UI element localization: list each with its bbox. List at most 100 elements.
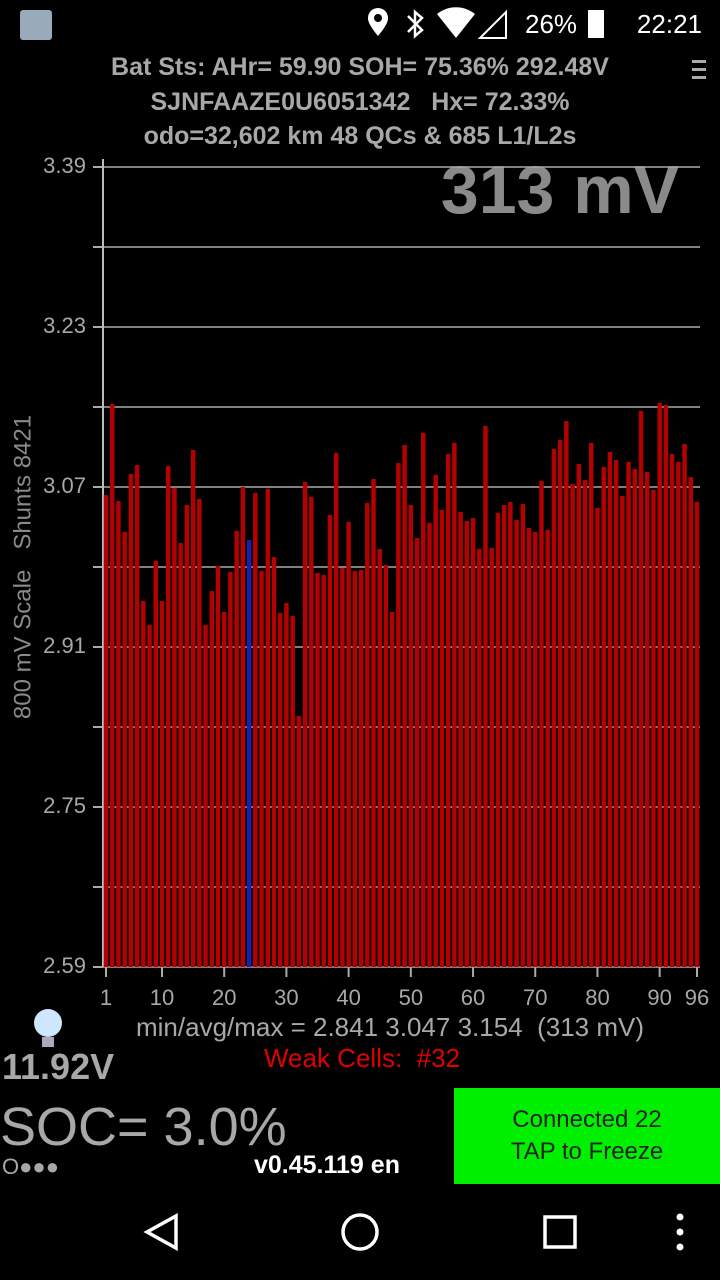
bar: [371, 479, 376, 967]
bar: [178, 543, 183, 967]
bar: [302, 482, 308, 967]
bar: [657, 403, 662, 967]
bar: [103, 495, 109, 967]
button-line: TAP to Freeze: [510, 1138, 664, 1165]
battery-percent: 26%: [525, 9, 577, 39]
bar: [433, 475, 438, 967]
bar: [358, 570, 364, 967]
weak-cells: Weak Cells: #32: [263, 1043, 461, 1073]
bar: [209, 591, 214, 967]
battery-icon: [588, 10, 604, 38]
bar: [626, 462, 631, 967]
bar: [514, 520, 519, 967]
overflow-button[interactable]: [676, 1213, 684, 1251]
home-button[interactable]: [341, 1213, 379, 1251]
bar: [184, 505, 190, 967]
bar: [613, 460, 619, 967]
bar: [153, 561, 159, 967]
x-tick-label: 1: [100, 985, 112, 1010]
bar: [551, 449, 557, 967]
bar: [352, 571, 358, 967]
bar: [315, 573, 320, 967]
y-tick-label: 3.23: [43, 313, 86, 338]
bar: [290, 616, 295, 967]
recents-button[interactable]: [543, 1215, 577, 1249]
y-tick-label: 3.07: [43, 473, 86, 498]
bar: [545, 530, 550, 967]
bar: [365, 503, 370, 967]
wifi-icon: [437, 7, 475, 39]
bar: [452, 443, 457, 967]
bar: [402, 445, 407, 967]
bar: [445, 454, 451, 967]
status-bar: 26% 22:21: [0, 0, 720, 50]
x-tick-label: 96: [685, 985, 709, 1010]
chart: 313 mV 800 mV Scale Shunts 8421 2.59 2.75…: [9, 152, 709, 1010]
header-line: odo=32,602 km 48 QCs & 685 L1/L2s: [143, 122, 577, 150]
range-annotation: 313 mV: [441, 152, 679, 228]
y-tick-label: 2.59: [43, 953, 86, 978]
bar: [595, 508, 600, 967]
bar: [470, 518, 476, 967]
bar: [271, 557, 277, 967]
bar: [601, 467, 606, 967]
bar: [221, 612, 227, 967]
bar: [564, 421, 569, 967]
y-tick-label: 3.39: [43, 153, 86, 178]
bar: [333, 453, 339, 967]
x-tick-label: 20: [212, 985, 236, 1010]
bar: [483, 426, 488, 967]
x-tick-label: 80: [585, 985, 609, 1010]
bar: [321, 575, 326, 967]
bar: [246, 540, 252, 967]
bar: [284, 603, 289, 967]
x-tick-label: 10: [150, 985, 174, 1010]
bar: [346, 522, 351, 967]
bar: [383, 565, 389, 967]
x-tick-label: 60: [461, 985, 485, 1010]
bar: [669, 454, 675, 967]
bar: [147, 625, 152, 967]
bar: [128, 474, 134, 967]
x-tick-label: 90: [647, 985, 671, 1010]
bulb-icon: [34, 1009, 62, 1047]
x-tick-label: 40: [336, 985, 360, 1010]
back-button[interactable]: [143, 1213, 178, 1251]
header-line: Bat Sts: AHr= 59.90 SOH= 75.36% 292.48V: [111, 53, 609, 81]
bar: [589, 443, 594, 967]
soc: SOC= 3.0%: [0, 1097, 287, 1157]
progress-dots: O●●●: [2, 1154, 59, 1179]
bar: [259, 571, 264, 967]
aux-voltage: 11.92V: [2, 1046, 115, 1087]
connect-button[interactable]: Connected 22 TAP to Freeze: [454, 1088, 720, 1184]
bar: [141, 601, 146, 967]
y-axis-title: 800 mV Scale Shunts 8421: [9, 415, 36, 719]
bar: [116, 501, 121, 967]
bar: [253, 493, 258, 967]
bar: [526, 528, 532, 967]
bar: [489, 548, 494, 967]
bar: [377, 549, 382, 967]
bar: [439, 510, 445, 967]
bar: [682, 444, 687, 967]
bar: [638, 411, 644, 967]
y-tick-label: 2.75: [43, 793, 86, 818]
menu-icon[interactable]: [690, 58, 710, 82]
stats: min/avg/max = 2.841 3.047 3.154 (313 mV): [135, 1012, 644, 1042]
bar: [582, 480, 588, 967]
bar: [340, 568, 345, 967]
bar: [309, 497, 314, 967]
header-line: SJNFAAZE0U6051342 Hx= 72.33%: [150, 88, 570, 116]
bar: [172, 488, 177, 967]
bar: [620, 496, 625, 967]
bar: [134, 465, 140, 967]
bar: [234, 531, 239, 967]
x-tick-label: 50: [399, 985, 423, 1010]
bar: [676, 462, 681, 967]
bar: [203, 625, 208, 967]
bar: [520, 504, 526, 967]
bar: [414, 538, 420, 967]
x-tick-label: 70: [523, 985, 547, 1010]
bar: [694, 502, 700, 967]
